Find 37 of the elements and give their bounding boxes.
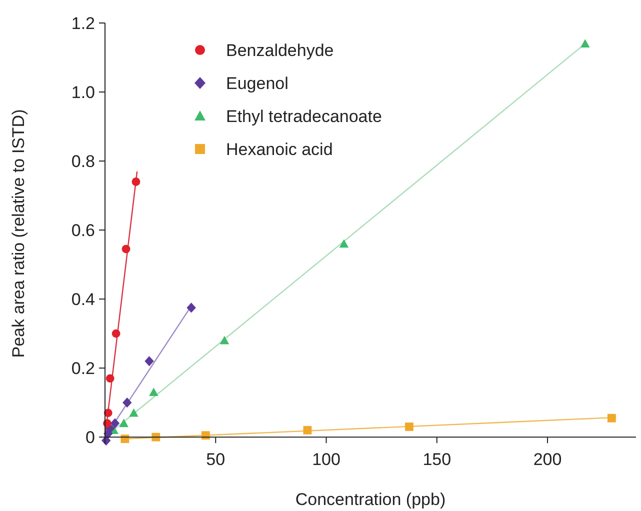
point bbox=[106, 374, 114, 383]
x-tick-label: 50 bbox=[206, 450, 226, 470]
y-tick-label: 1.0 bbox=[71, 82, 95, 102]
point bbox=[580, 39, 590, 48]
point bbox=[122, 398, 132, 408]
y-tick-label: 0.4 bbox=[71, 290, 95, 310]
point bbox=[149, 388, 158, 396]
point bbox=[152, 432, 160, 442]
point bbox=[129, 408, 138, 417]
y-tick-label: 0 bbox=[86, 428, 95, 448]
y-axis-title: Peak area ratio (relative to ISTD) bbox=[9, 109, 28, 358]
point bbox=[122, 244, 130, 254]
x-axis-title: Concentration (ppb) bbox=[295, 490, 446, 509]
x-tick-label: 100 bbox=[312, 450, 340, 470]
point bbox=[112, 329, 120, 338]
point bbox=[186, 302, 196, 313]
y-tick-label: 0.2 bbox=[71, 359, 95, 378]
y-tick-label: 1.2 bbox=[71, 14, 95, 33]
point bbox=[405, 422, 414, 431]
y-tick-label: 0.8 bbox=[71, 152, 95, 171]
point bbox=[303, 426, 312, 434]
point bbox=[119, 418, 128, 428]
point bbox=[110, 418, 120, 428]
x-tick-label: 150 bbox=[422, 450, 452, 470]
point bbox=[220, 336, 230, 344]
legend-label: Eugenol bbox=[226, 74, 288, 93]
point bbox=[144, 356, 154, 366]
point bbox=[339, 239, 349, 248]
legend-label: Benzaldehyde bbox=[226, 40, 334, 60]
point bbox=[120, 434, 130, 444]
y-tick-label: 0.6 bbox=[71, 221, 95, 240]
point bbox=[607, 414, 616, 422]
legend-label: Hexanoic acid bbox=[226, 140, 333, 159]
legend-label: Ethyl tetradecanoate bbox=[226, 106, 382, 126]
point bbox=[201, 431, 210, 440]
point bbox=[132, 178, 140, 186]
x-tick-label: 200 bbox=[533, 450, 562, 470]
